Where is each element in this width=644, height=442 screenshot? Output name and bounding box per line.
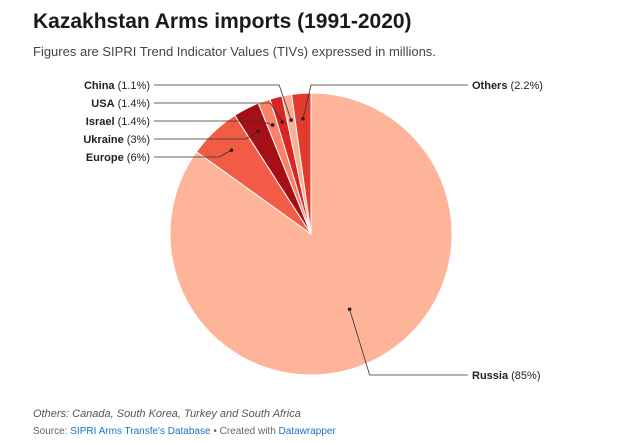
slice-label-name-ukraine: Ukraine <box>83 134 123 146</box>
chart-subtitle: Figures are SIPRI Trend Indicator Values… <box>33 44 436 59</box>
leader-line-others <box>302 84 468 119</box>
source-prefix: Source: <box>33 426 71 437</box>
leader-line-europe <box>154 149 232 158</box>
slice-label-value-europe: (6%) <box>124 152 150 164</box>
leader-line-ukraine <box>154 130 259 140</box>
source-link[interactable]: SIPRI Arms Transfe's Database <box>70 426 211 437</box>
source-separator: • Created with <box>210 426 279 437</box>
slice-label-name-usa: USA <box>91 98 114 110</box>
slice-label-europe: Europe (6%) <box>86 152 150 164</box>
leader-line-russia <box>349 309 468 376</box>
slice-label-name-europe: Europe <box>86 152 124 164</box>
slice-label-israel: Israel (1.4%) <box>86 116 150 128</box>
leader-line-israel <box>154 120 273 126</box>
slice-label-name-others: Others <box>472 80 507 92</box>
leader-line-usa <box>154 102 283 123</box>
slice-label-value-usa: (1.4%) <box>115 98 150 110</box>
pie-slice-others[interactable] <box>291 92 312 235</box>
slice-label-value-china: (1.1%) <box>115 80 150 92</box>
slice-label-value-ukraine: (3%) <box>124 134 150 146</box>
slice-label-value-israel: (1.4%) <box>115 116 150 128</box>
leader-line-china <box>154 84 292 121</box>
slice-label-russia: Russia (85%) <box>472 370 540 382</box>
slice-label-others: Others (2.2%) <box>472 80 543 92</box>
chart-source: Source: SIPRI Arms Transfe's Database • … <box>33 426 336 437</box>
pie-slice-russia[interactable] <box>169 92 453 376</box>
slice-label-name-israel: Israel <box>86 116 115 128</box>
slice-label-name-china: China <box>84 80 115 92</box>
slice-label-ukraine: Ukraine (3%) <box>83 134 150 146</box>
slice-label-name-russia: Russia <box>472 370 509 382</box>
slice-label-value-russia: (85%) <box>508 370 540 382</box>
chart-title: Kazakhstan Arms imports (1991-2020) <box>33 10 412 33</box>
slice-label-china: China (1.1%) <box>84 80 150 92</box>
slice-label-usa: USA (1.4%) <box>91 98 150 110</box>
slice-label-value-others: (2.2%) <box>507 80 542 92</box>
chart-notes: Others: Canada, South Korea, Turkey and … <box>33 408 301 420</box>
datawrapper-link[interactable]: Datawrapper <box>278 426 336 437</box>
pie-chart: Russia (85%)Europe (6%)Ukraine (3%)Israe… <box>83 80 543 382</box>
